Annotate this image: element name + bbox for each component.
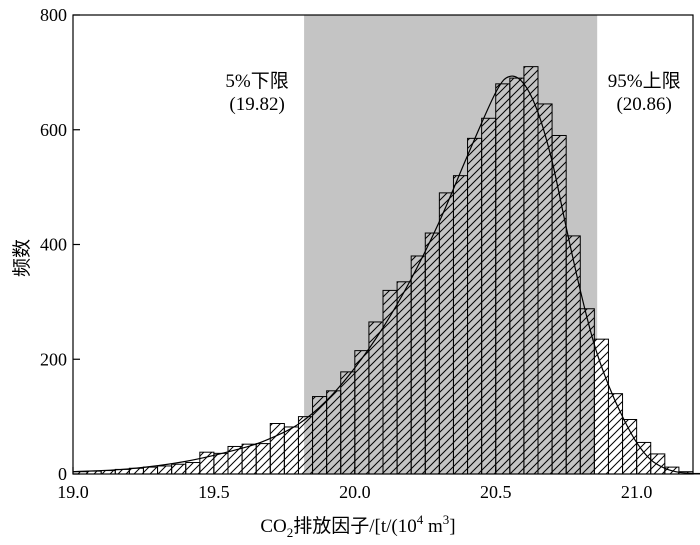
histogram-bar [312, 396, 328, 475]
histogram-bar [157, 465, 173, 475]
fitted-curve [72, 75, 694, 474]
lower-limit-value: (19.82) [229, 94, 284, 115]
histogram-bar [255, 443, 271, 475]
histogram-bar [171, 463, 187, 475]
histogram-bar [283, 426, 299, 475]
y-tick-label: 800 [40, 5, 67, 25]
histogram-bar [692, 472, 700, 475]
y-tick-label: 600 [40, 120, 67, 140]
upper-limit-value: (20.86) [616, 94, 671, 115]
y-tick-label: 400 [40, 235, 67, 255]
histogram-bar [509, 77, 525, 475]
x-tick-label: 21.0 [621, 482, 653, 502]
x-tick-label: 19.5 [198, 482, 230, 502]
histogram-bar [340, 371, 356, 475]
histogram-bar [297, 416, 314, 475]
histogram-bar [537, 103, 553, 475]
histogram-bar [142, 466, 159, 475]
histogram-bar [481, 117, 497, 475]
histogram-bar [424, 232, 440, 475]
lower-limit-label: 5%下限 [225, 70, 288, 92]
upper-limit-label: 95%上限 [608, 70, 681, 92]
histogram-bar [622, 418, 638, 475]
histogram-bar [241, 443, 257, 475]
x-tick-label: 20.0 [339, 482, 371, 502]
histogram-bar [354, 350, 370, 475]
histogram-bar [452, 175, 469, 475]
histogram-bar [185, 462, 201, 475]
y-axis-label: 频数 [11, 239, 33, 277]
histogram-bar [565, 235, 581, 475]
histogram-bar [551, 134, 567, 475]
histogram-bar [607, 393, 624, 475]
histogram-bar [382, 289, 398, 475]
x-tick-label: 20.5 [480, 482, 512, 502]
y-tick-label: 0 [58, 464, 67, 484]
x-tick-label: 19.0 [57, 482, 89, 502]
histogram-bar [410, 255, 426, 475]
histogram-bar [523, 66, 539, 475]
histogram-bar [579, 308, 595, 475]
histogram-bar [593, 338, 609, 475]
x-axis-label: CO2排放因子/[t/(104 m3] [260, 512, 455, 540]
histogram-bar [650, 453, 666, 475]
histogram-bar [438, 192, 454, 475]
histogram-bar [269, 423, 285, 475]
histogram-bar [213, 452, 229, 475]
histogram-bar [396, 281, 412, 475]
histogram-bar [467, 137, 483, 475]
y-tick-label: 200 [40, 349, 67, 369]
histogram-bar [495, 83, 511, 475]
histogram-bar [326, 390, 342, 475]
